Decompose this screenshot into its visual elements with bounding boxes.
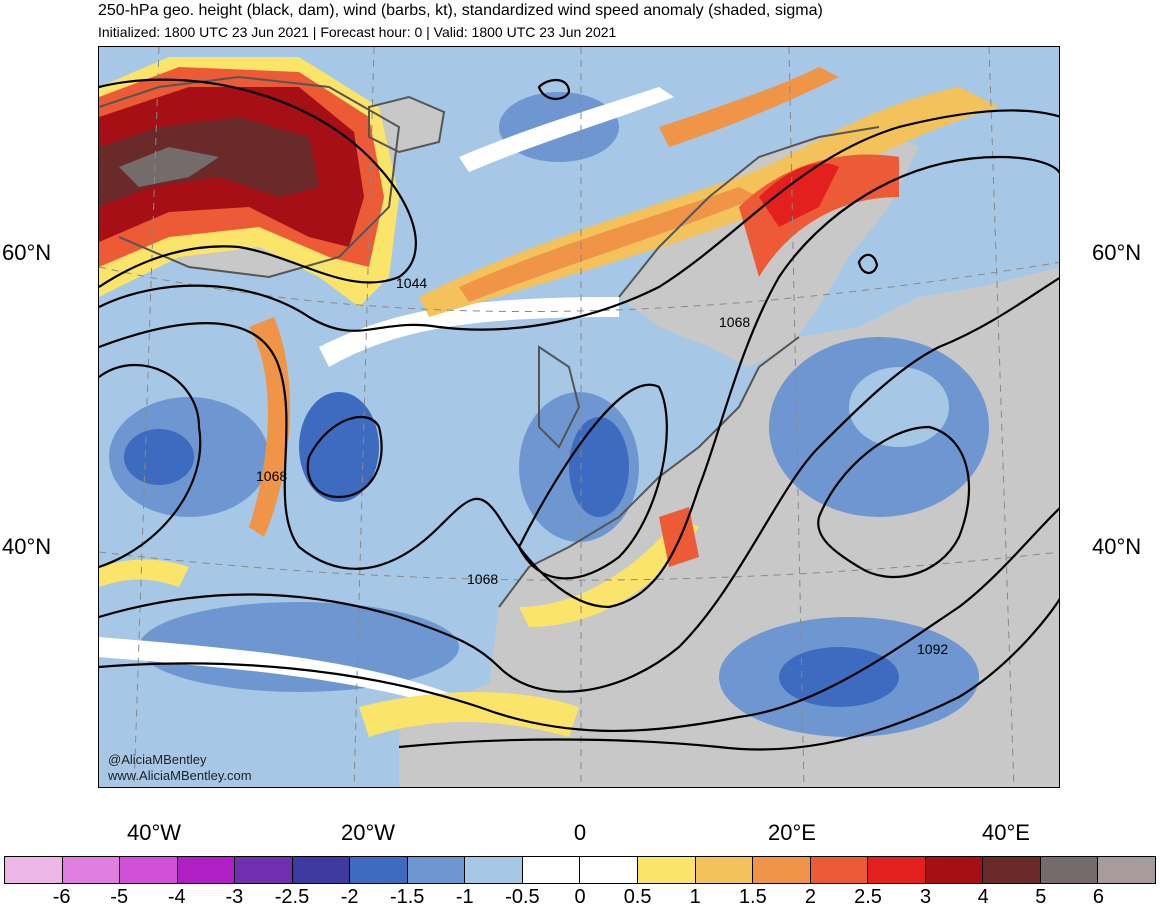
height-contours bbox=[99, 78, 1059, 751]
map-title: 250-hPa geo. height (black, dam), wind (… bbox=[98, 2, 823, 19]
contour-label: 1092 bbox=[917, 641, 948, 657]
map-subtitle: Initialized: 1800 UTC 23 Jun 2021 | Fore… bbox=[98, 24, 617, 40]
lat-label-left-60: 60°N bbox=[2, 240, 52, 265]
colorbar-tick-label: 1 bbox=[689, 886, 701, 908]
colorbar-swatch bbox=[868, 857, 926, 883]
lat-label-right-60: 60°N bbox=[1092, 240, 1142, 265]
colorbar-swatch bbox=[810, 857, 869, 883]
colorbar-tick-label: 0 bbox=[574, 886, 586, 908]
colorbar-swatch bbox=[292, 857, 351, 883]
colorbar-swatch bbox=[522, 857, 581, 883]
colorbar-tick-label: 2.5 bbox=[854, 886, 882, 908]
contour-label: 1068 bbox=[256, 468, 287, 484]
colorbar-swatch bbox=[753, 857, 811, 883]
colorbar-swatch bbox=[465, 857, 523, 883]
colorbar-swatch bbox=[638, 857, 696, 883]
credit-url: www.AliciaMBentley.com bbox=[108, 768, 252, 783]
colorbar-swatch bbox=[407, 857, 466, 883]
colorbar-swatch bbox=[5, 857, 63, 883]
colorbar-tick-label: -6 bbox=[52, 886, 71, 908]
contour-label: 1044 bbox=[396, 275, 427, 291]
lat-label-left-40: 40°N bbox=[2, 534, 52, 559]
colorbar-swatch bbox=[925, 857, 984, 883]
colorbar-tick-label: -4 bbox=[167, 886, 186, 908]
contour-labels: 1044 1068 1068 1068 1092 bbox=[256, 275, 948, 657]
colorbar-swatch bbox=[177, 857, 236, 883]
colorbar-swatch bbox=[983, 857, 1041, 883]
colorbar-tick-label: -5 bbox=[110, 886, 129, 908]
weather-map: 1044 1068 1068 1068 1092 bbox=[98, 46, 1060, 788]
credit-handle: @AliciaMBentley bbox=[108, 752, 207, 767]
map-canvas: 1044 1068 1068 1068 1092 bbox=[99, 47, 1059, 787]
lon-label-40e: 40°E bbox=[982, 820, 1030, 845]
lon-label-20e: 20°E bbox=[768, 820, 816, 845]
colorbar-tick-label: -1 bbox=[455, 886, 474, 908]
iceland-land bbox=[369, 97, 444, 152]
contour-label: 1068 bbox=[719, 314, 750, 330]
colorbar-tick-label: 2 bbox=[804, 886, 816, 908]
colorbar-tick-label: 6 bbox=[1092, 886, 1104, 908]
colorbar-tick-label: -2.5 bbox=[274, 886, 310, 908]
colorbar-tick-label: 3 bbox=[920, 886, 932, 908]
colorbar-tick-label: 4 bbox=[977, 886, 989, 908]
colorbar bbox=[4, 856, 1156, 884]
contour-label: 1068 bbox=[467, 571, 498, 587]
graticule bbox=[99, 47, 1059, 787]
colorbar-tick-label: -3 bbox=[225, 886, 244, 908]
colorbar-swatch bbox=[695, 857, 754, 883]
colorbar-swatch bbox=[1040, 857, 1099, 883]
colorbar-swatch bbox=[350, 857, 408, 883]
colorbar-tick-label: -2 bbox=[340, 886, 359, 908]
neutral-bands bbox=[99, 87, 674, 712]
lat-label-right-40: 40°N bbox=[1092, 534, 1142, 559]
lon-label-20w: 20°W bbox=[340, 820, 396, 845]
colorbar-tick-label: -1.5 bbox=[389, 886, 425, 908]
colorbar-tick-label: -0.5 bbox=[505, 886, 540, 908]
colorbar-tick-label: 0.5 bbox=[623, 886, 652, 908]
lon-label-40w: 40°W bbox=[126, 820, 182, 845]
colorbar-tick-label: 5 bbox=[1035, 886, 1047, 908]
colorbar-swatch bbox=[235, 857, 293, 883]
colorbar-swatch bbox=[580, 857, 639, 883]
colorbar-tick-label: 1.5 bbox=[738, 886, 767, 908]
colorbar-swatch bbox=[120, 857, 178, 883]
colorbar-swatch bbox=[62, 857, 121, 883]
lon-label-0: 0 bbox=[573, 820, 587, 845]
colorbar-swatch bbox=[1098, 857, 1155, 883]
